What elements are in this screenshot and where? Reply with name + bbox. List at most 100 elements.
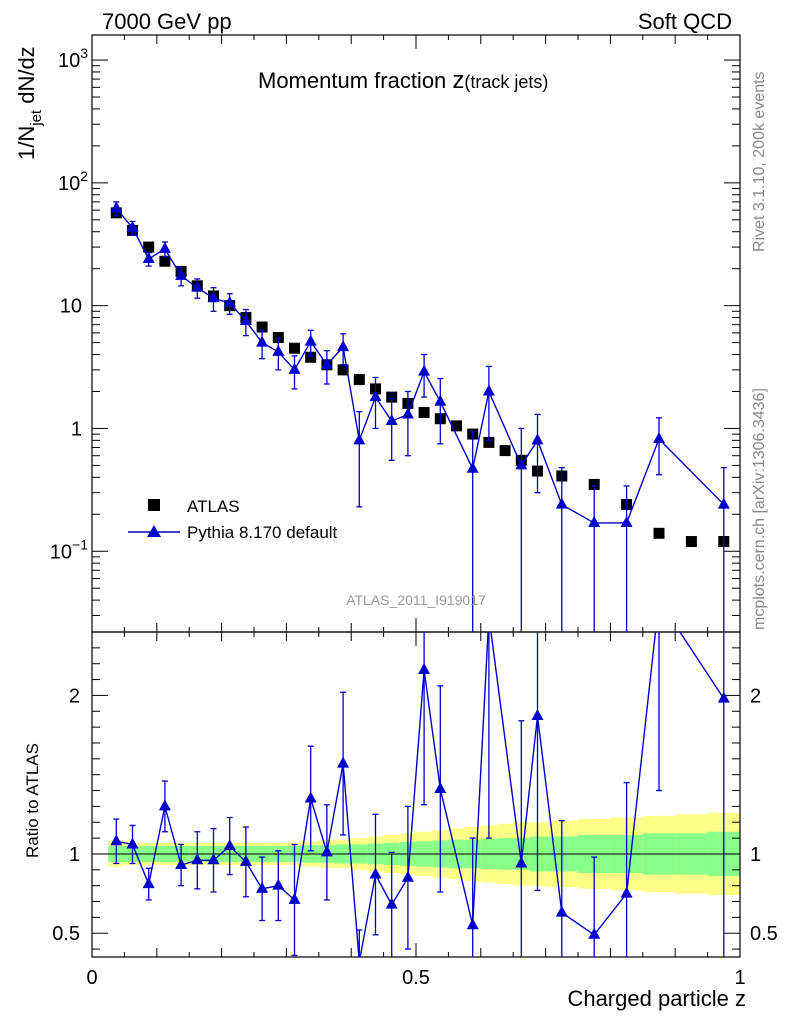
chart-title-sub: (track jets): [464, 72, 548, 92]
pythia-point: [288, 362, 301, 374]
y-tick-label-bottom-right: 1: [750, 844, 761, 866]
atlas-point: [159, 255, 171, 267]
y-tick-base: 10: [58, 173, 80, 195]
ratio-point: [717, 691, 730, 703]
pythia-point: [337, 340, 350, 352]
side-text-top: Rivet 3.1.10, 200k events: [751, 71, 768, 252]
y-tick-label-bottom: 1: [69, 844, 80, 866]
pythia-point: [175, 268, 188, 280]
atlas-point: [499, 445, 511, 457]
y-tick-label-bottom-right: 0.5: [750, 923, 778, 945]
ratio-point: [191, 853, 204, 865]
ratio-point: [320, 845, 333, 857]
y-label-sub: jet: [28, 109, 45, 127]
legend: ATLAS Pythia 8.170 default: [128, 497, 338, 542]
y-tick-base: 10: [58, 50, 80, 72]
y-tick-label-top: 102: [58, 168, 88, 195]
atlas-point: [386, 391, 398, 403]
legend-label-pythia: Pythia 8.170 default: [187, 523, 338, 542]
y-tick-label-bottom: 0.5: [52, 923, 80, 945]
ratio-point: [418, 663, 431, 675]
ratio-point: [620, 886, 633, 898]
atlas-point: [305, 351, 317, 363]
y-tick-label-top: 10−1: [50, 536, 88, 563]
ratio-point: [555, 905, 568, 917]
ratio-point: [207, 853, 220, 865]
atlas-point: [353, 374, 365, 386]
y-tick-base: 10: [60, 296, 82, 318]
pythia-point: [272, 344, 285, 356]
y-label-prefix: 1/N: [14, 126, 39, 160]
pythia-point: [588, 515, 601, 527]
y-label-suffix: dN/dz: [14, 46, 39, 110]
ratio-point: [126, 837, 139, 849]
y-tick-base: 1: [71, 418, 82, 440]
pythia-point: [401, 407, 414, 419]
pythia-point: [369, 390, 382, 402]
pythia-point: [304, 334, 317, 346]
ratio-point: [288, 892, 301, 904]
side-text-bottom: mcplots.cern.ch [arXiv:1306.3436]: [751, 388, 768, 630]
x-axis-label: Charged particle z: [567, 986, 746, 1011]
pythia-point: [126, 220, 139, 232]
ratio-point: [239, 854, 252, 866]
ratio-point: [110, 834, 123, 846]
pythia-point: [531, 433, 544, 445]
pythia-point: [620, 515, 633, 527]
ratio-point: [369, 867, 382, 879]
y-tick-base: 10: [50, 541, 72, 563]
top-frame: [91, 34, 741, 633]
bottom-panel: 0 0.5 10.5 0.51 12 2: [52, 631, 778, 989]
atlas-point: [451, 420, 462, 432]
pythia-point: [653, 432, 665, 444]
pythia-point: [515, 458, 528, 470]
ratio-point: [531, 709, 544, 721]
atlas-point: [685, 536, 697, 548]
atlas-point: [483, 436, 495, 448]
pythia-point: [256, 335, 269, 347]
pythia-point: [320, 357, 333, 369]
ratio-point: [434, 781, 447, 793]
chart-title: Momentum fraction z(track jets): [258, 67, 548, 94]
ratio-point: [272, 878, 285, 890]
chart-title-var: z: [452, 67, 464, 94]
y-tick-label-top: 10: [60, 296, 82, 318]
atlas-point: [588, 478, 600, 490]
atlas-point: [289, 342, 300, 354]
ratio-point: [175, 858, 188, 870]
atlas-point: [418, 406, 430, 418]
ratio-line: [116, 632, 725, 957]
y-axis-label-top: 1/Njet dN/dz: [14, 46, 45, 160]
atlas-point: [337, 364, 349, 376]
pythia-point: [717, 497, 730, 509]
atlas-point: [256, 321, 268, 333]
atlas-point: [653, 527, 665, 539]
y-tick-label-top: 1: [71, 418, 82, 440]
pythia-point: [353, 433, 366, 445]
legend-marker-atlas: [148, 499, 160, 511]
pythia-point: [466, 461, 479, 473]
pythia-point: [191, 280, 204, 292]
header-left: 7000 GeV pp: [102, 9, 232, 34]
watermark: ATLAS_2011_I919017: [346, 592, 486, 608]
pythia-point: [239, 314, 252, 326]
chart-title-main: Momentum fraction: [258, 68, 452, 93]
y-tick-label-bottom-right: 2: [750, 685, 761, 707]
y-tick-exp: 2: [80, 168, 88, 184]
header-right: Soft QCD: [638, 9, 732, 34]
y-tick-exp: 3: [80, 45, 88, 61]
bottom-frame: [91, 631, 741, 958]
pythia-point: [110, 201, 123, 213]
pythia-point: [434, 394, 447, 406]
y-axis-label-bottom: Ratio to ATLAS: [23, 743, 42, 858]
ratio-series: [110, 632, 730, 957]
ratio-point: [256, 881, 269, 893]
ratio-point: [142, 877, 155, 889]
x-tick-label: 1: [734, 967, 745, 989]
ratio-point: [337, 756, 350, 768]
x-tick-label: 0.5: [402, 967, 430, 989]
pythia-point: [142, 251, 155, 263]
pythia-point: [385, 414, 398, 426]
